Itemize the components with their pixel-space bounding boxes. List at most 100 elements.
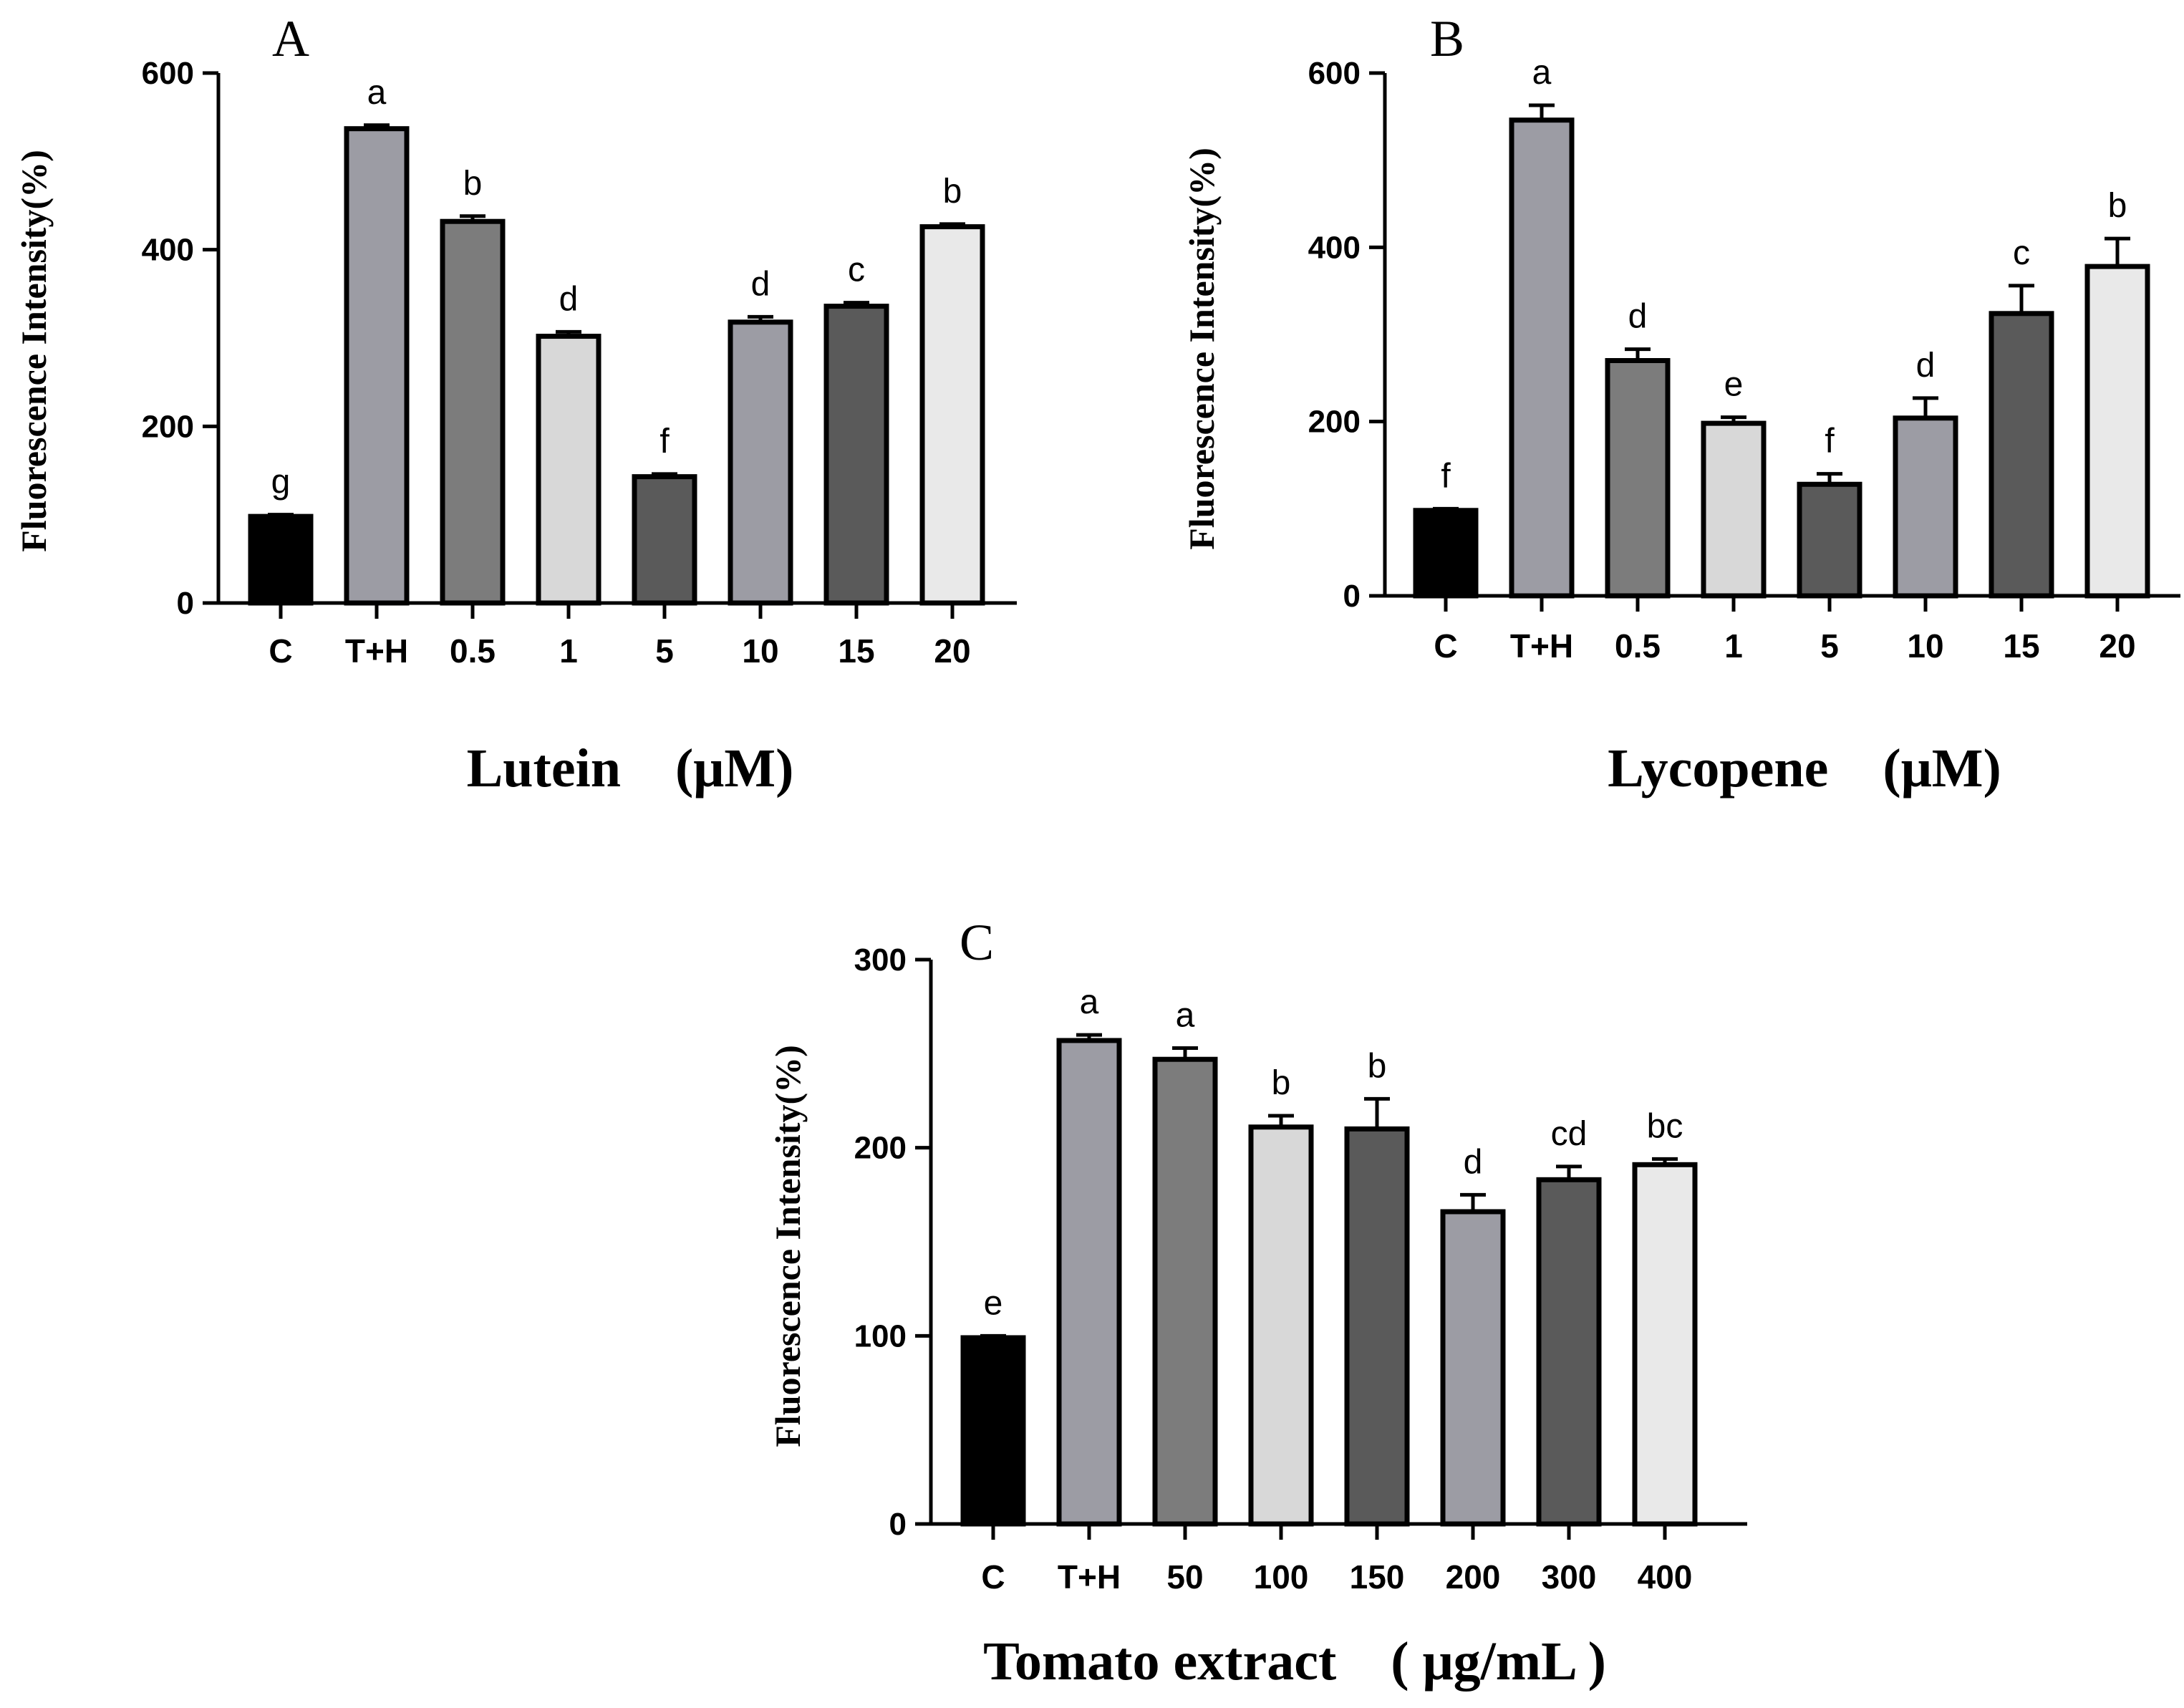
panel-b-x-tick-label: 0.5: [1615, 627, 1661, 665]
panel-c-x-axis-title: Tomato extract ( μg/mL ): [983, 1631, 1606, 1692]
panel-a-x-tick-label: 1: [559, 632, 578, 670]
panel-b-x-tick-label: 20: [2099, 627, 2135, 665]
panel-c-significance-label: a: [1176, 996, 1195, 1034]
panel-b-plot-area: 0 200 400 600 f Ca T+H d 0.5 e 1 f 5 d 10 c 15 b 20: [1308, 54, 2180, 665]
panel-c-y-tick-label: 0: [889, 1507, 907, 1542]
panel-b-y-tick-label: 0: [1343, 579, 1361, 614]
panel-c-x-tick-label: 100: [1254, 1558, 1309, 1596]
panel-a-bar-5: [632, 474, 697, 606]
panel-c-significance-label: b: [1368, 1047, 1387, 1085]
panel-a-x-tick-label: T+H: [345, 632, 408, 670]
panel-c-x-tick-label: T+H: [1058, 1558, 1121, 1596]
panel-a-x-tick-label: 15: [838, 632, 874, 670]
panel-c-y-axis-label: Fluorescence Intensity(%): [768, 1045, 808, 1447]
panel-b-x-tick-label: T+H: [1510, 627, 1573, 665]
panel-b-x-axis-title: Lycopene (μM): [1608, 738, 2001, 798]
panel-c-y-tick-label: 200: [854, 1131, 907, 1166]
panel-a-x-tick-label: 5: [655, 632, 674, 670]
panel-a-bar-0.5: [440, 218, 506, 606]
panel-b-bar-15: [1989, 311, 2054, 599]
panel-b-x-tick-label: 5: [1820, 627, 1839, 665]
panel-c-y-tick-label: 100: [854, 1318, 907, 1354]
panel-b-significance-label: f: [1441, 457, 1451, 495]
panel-a-x-tick-label: 20: [934, 632, 970, 670]
panel-c-bar-t-h: [1056, 1038, 1122, 1527]
panel-b-bar-c: [1413, 508, 1479, 599]
panel-a-bar-10: [728, 319, 793, 606]
panel-c-bar-400: [1632, 1162, 1698, 1527]
panel-a-bar-c: [248, 513, 314, 606]
panel-b-significance-label: d: [1628, 298, 1648, 336]
panel-b-significance-label: c: [2013, 234, 2030, 272]
panel-a-significance-label: d: [751, 265, 770, 303]
panel-b-x-tick-label: 10: [1907, 627, 1943, 665]
panel-b-significance-label: d: [1916, 347, 1936, 385]
panel-c-bar-200: [1440, 1209, 1506, 1527]
panel-b-bar-10: [1893, 415, 1958, 599]
panel-a-significance-label: d: [559, 280, 579, 318]
panel-b-y-tick-label: 200: [1308, 405, 1361, 440]
panel-b-x-tick-label: C: [1434, 627, 1457, 665]
panel-b-y-tick-label: 600: [1308, 56, 1361, 91]
panel-c-x-tick-label: 200: [1446, 1558, 1501, 1596]
panel-c-significance-label: b: [1272, 1064, 1291, 1102]
panel-a-y-tick-label: 600: [142, 56, 194, 91]
panel-c-bar-c: [960, 1335, 1026, 1527]
panel-c-bar-300: [1536, 1177, 1602, 1527]
panel-a-x-tick-label: 0.5: [450, 632, 496, 670]
panel-c-y-tick-label: 300: [854, 942, 907, 978]
panel-b-significance-label: e: [1724, 366, 1744, 404]
panel-c-significance-label: a: [1080, 983, 1099, 1021]
panel-a-bar-15: [823, 304, 889, 606]
panel-a-significance-label: f: [659, 423, 670, 460]
panel-c-x-tick-label: C: [981, 1558, 1005, 1596]
panel-c-x-tick-label: 50: [1166, 1558, 1203, 1596]
panel-b-bar-5: [1797, 481, 1862, 599]
panel-c-x-tick-label: 400: [1638, 1558, 1693, 1596]
panel-b-significance-label: b: [2108, 187, 2127, 225]
panel-a-significance-label: b: [943, 173, 962, 211]
panel-c-significance-label: cd: [1551, 1115, 1588, 1153]
panel-c-significance-label: bc: [1647, 1107, 1683, 1145]
panel-a-y-tick-label: 200: [142, 409, 194, 444]
panel-b-letter: B: [1430, 10, 1464, 67]
panel-c-bar-50: [1152, 1056, 1218, 1527]
panel-a-y-axis-label: Fluorescence Intensity(%): [14, 150, 54, 551]
panel-a-x-axis-title: Lutein (μM): [467, 738, 794, 798]
panel-a-x-tick-label: C: [269, 632, 292, 670]
panel-b-bar-1: [1701, 420, 1767, 599]
panel-c-chart: C Fluorescence Intensity(%) Tomato extra…: [768, 914, 1747, 1692]
panel-b-chart: B Fluorescence Intensity(%) Lycopene (μM…: [1182, 10, 2180, 798]
panel-a-significance-label: a: [367, 74, 387, 112]
panel-b-x-tick-label: 15: [2003, 627, 2039, 665]
panel-c-plot-area: 0 100 200 300 e Ca T+H a 50 b 100 b 150 d 200 cd 300 bc 40…: [854, 942, 1747, 1596]
panel-a-chart: A Fluorescence Intensity(%) Lutein (μM) …: [14, 10, 1017, 798]
panel-a-plot-area: 0 200 400 600 g Ca T+H b 0.5 d 1 f 5 d 10 c 15 b 20: [142, 56, 1017, 670]
panel-a-bar-20: [919, 224, 985, 606]
panel-a-y-tick-label: 400: [142, 233, 194, 268]
panel-c-bar-100: [1248, 1124, 1314, 1527]
panel-a-letter: A: [272, 10, 309, 67]
panel-c-x-tick-label: 300: [1542, 1558, 1597, 1596]
panel-a-bar-t-h: [344, 126, 410, 606]
panel-b-significance-label: f: [1825, 423, 1835, 460]
panel-a-significance-label: c: [848, 251, 865, 289]
panel-c-significance-label: d: [1464, 1143, 1483, 1181]
panel-c-bar-150: [1344, 1126, 1410, 1527]
panel-a-x-tick-label: 10: [742, 632, 778, 670]
panel-a-significance-label: b: [463, 165, 483, 203]
panel-b-bar-t-h: [1509, 117, 1575, 599]
panel-c-x-tick-label: 150: [1350, 1558, 1405, 1596]
panel-b-bar-20: [2084, 264, 2150, 599]
panel-b-x-tick-label: 1: [1724, 627, 1743, 665]
panel-a-significance-label: g: [271, 463, 291, 501]
panel-a-bar-1: [536, 334, 601, 606]
panel-c-significance-label: e: [984, 1284, 1003, 1322]
panel-b-y-axis-label: Fluorescence Intensity(%): [1182, 148, 1222, 549]
panel-a-y-tick-label: 0: [177, 586, 194, 621]
panel-c-letter: C: [960, 914, 994, 971]
panel-b-y-tick-label: 400: [1308, 230, 1361, 265]
panel-b-bar-0.5: [1605, 358, 1671, 599]
panel-b-significance-label: a: [1532, 54, 1552, 92]
